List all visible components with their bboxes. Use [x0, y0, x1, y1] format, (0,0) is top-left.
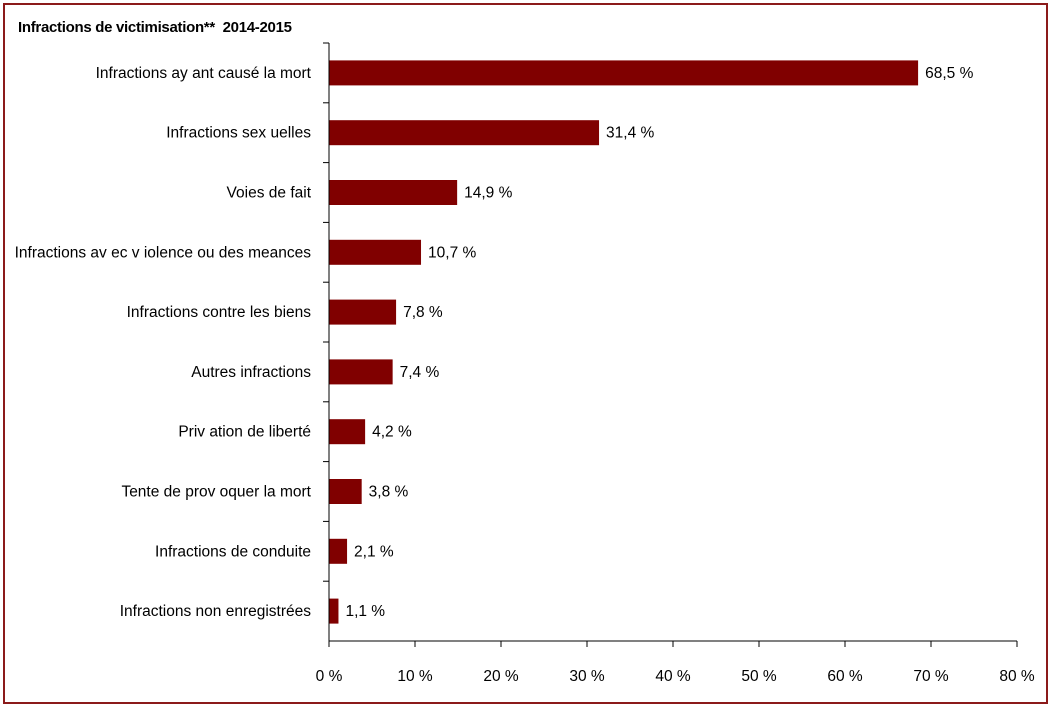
- category-label: Infractions non enregistrées: [120, 603, 312, 620]
- x-tick-label: 0 %: [316, 668, 343, 685]
- category-label: Infractions contre les biens: [127, 304, 312, 321]
- data-label: 7,8 %: [403, 304, 443, 321]
- x-tick-label: 30 %: [569, 668, 605, 685]
- data-label: 3,8 %: [369, 484, 409, 501]
- category-label: Tente de prov oquer la mort: [121, 484, 311, 501]
- category-label: Infractions av ec v iolence ou des meanc…: [15, 244, 312, 261]
- category-label: Infractions de conduite: [155, 543, 311, 560]
- x-tick-label: 40 %: [655, 668, 691, 685]
- bar: [329, 359, 393, 385]
- bar: [329, 538, 348, 564]
- category-label: Autres infractions: [191, 364, 311, 381]
- x-tick-label: 80 %: [999, 668, 1035, 685]
- data-label: 1,1 %: [345, 603, 385, 620]
- category-label: Priv ation de liberté: [178, 424, 311, 441]
- x-tick-label: 10 %: [397, 668, 433, 685]
- bar: [329, 299, 397, 325]
- bar: [329, 598, 339, 624]
- bar: [329, 180, 458, 205]
- bar: [329, 479, 362, 504]
- x-tick-label: 50 %: [741, 668, 777, 685]
- category-label: Infractions ay ant causé la mort: [96, 65, 312, 82]
- bar: [329, 60, 919, 86]
- category-label: Infractions sex uelles: [166, 125, 311, 142]
- bar: [329, 239, 422, 265]
- data-label: 68,5 %: [925, 65, 973, 82]
- data-label: 31,4 %: [606, 125, 654, 142]
- data-label: 2,1 %: [354, 543, 394, 560]
- x-tick-label: 20 %: [483, 668, 519, 685]
- chart-title: Infractions de victimisation** 2014-2015: [18, 19, 292, 36]
- bar: [329, 419, 366, 445]
- data-label: 7,4 %: [400, 364, 440, 381]
- x-tick-label: 60 %: [827, 668, 863, 685]
- data-label: 14,9 %: [464, 185, 512, 202]
- x-tick-label: 70 %: [913, 668, 949, 685]
- chart-frame: [3, 3, 1048, 704]
- category-label: Voies de fait: [227, 185, 312, 202]
- data-label: 4,2 %: [372, 424, 412, 441]
- data-label: 10,7 %: [428, 244, 476, 261]
- bar: [329, 120, 600, 146]
